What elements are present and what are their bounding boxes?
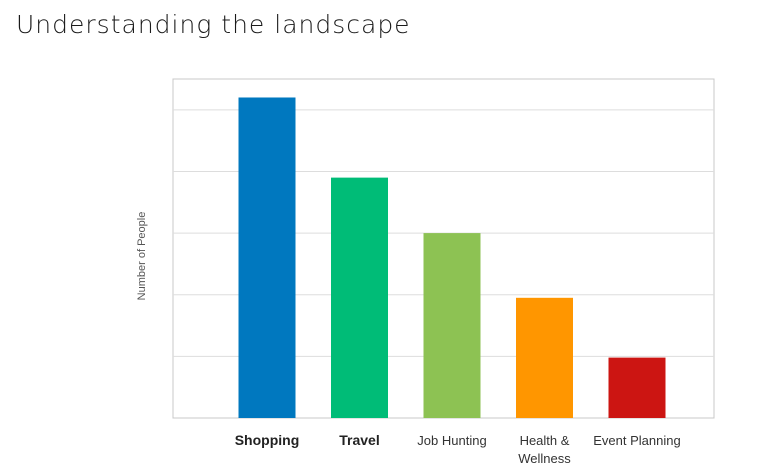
page-title: Understanding the landscape <box>16 10 411 39</box>
x-tick-label: Shopping <box>235 432 300 448</box>
y-axis-label: Number of People <box>136 212 148 301</box>
bar-event-planning <box>608 357 666 418</box>
bar-job-hunting <box>423 233 481 418</box>
x-tick-label: Event Planning <box>593 433 680 448</box>
x-tick-label: Travel <box>339 432 379 448</box>
x-tick-label: Health & Wellness <box>518 433 571 466</box>
x-tick-labels: Shopping Travel Job Hunting Health & Wellnes… <box>235 432 681 466</box>
x-tick-label: Job Hunting <box>417 433 486 448</box>
bar-travel <box>331 177 388 418</box>
bars <box>238 97 666 418</box>
bar-shopping <box>238 97 296 418</box>
bar-health-wellness <box>516 297 573 418</box>
